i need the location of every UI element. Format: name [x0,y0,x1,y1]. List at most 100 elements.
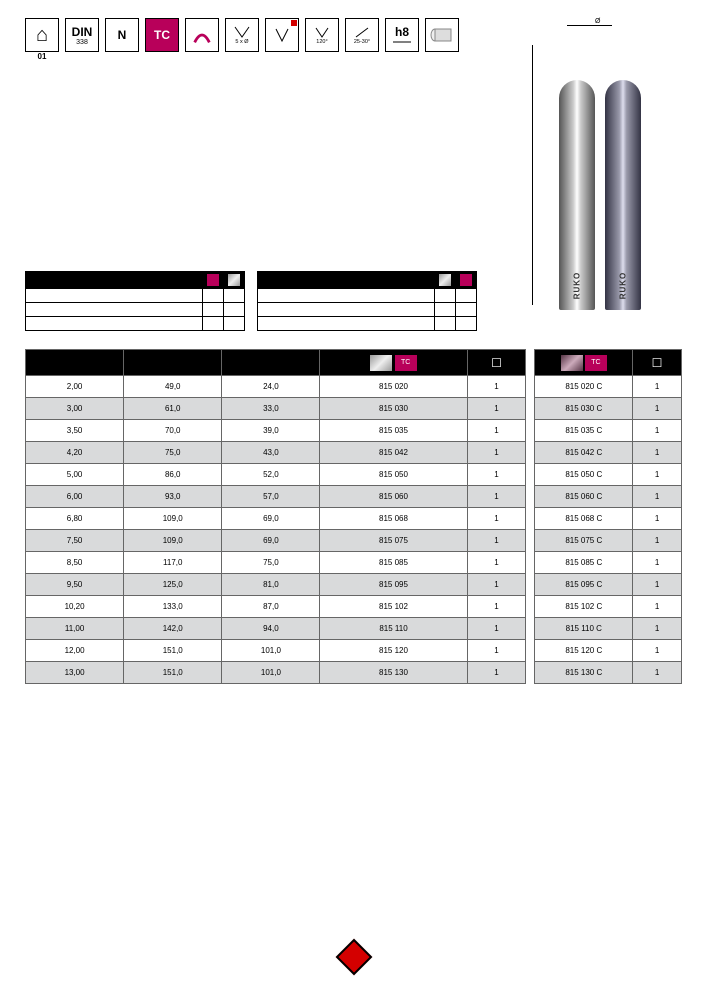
cell-l2: 87,0 [222,596,320,618]
cell-l2: 101,0 [222,662,320,684]
cell-artc: 815 102 C [535,596,633,618]
cell-art: 815 110 [320,618,467,640]
package-icon-right [652,360,663,369]
cell-pk: 1 [467,420,526,442]
cell-artc: 815 060 C [535,486,633,508]
cell-l1: 93,0 [124,486,222,508]
coolant-icon [265,18,299,52]
cell-l2: 57,0 [222,486,320,508]
cell-art: 815 085 [320,552,467,574]
cell-pk: 1 [467,486,526,508]
cell-artc: 815 042 C [535,442,633,464]
cell-l2: 33,0 [222,398,320,420]
table-row: 815 075 C1 [535,530,682,552]
cell-artc: 815 085 C [535,552,633,574]
desc-table-left [25,271,245,331]
cell-l1: 133,0 [124,596,222,618]
cell-pkc: 1 [633,376,682,398]
cell-l1: 117,0 [124,552,222,574]
cell-l1: 49,0 [124,376,222,398]
cell-pkc: 1 [633,398,682,420]
table-row: 815 050 C1 [535,464,682,486]
cell-pkc: 1 [633,596,682,618]
depth-icon: 5 x Ø [225,18,259,52]
cell-pk: 1 [467,376,526,398]
cell-artc: 815 120 C [535,640,633,662]
table-row: 10,20133,087,0815 1021 [26,596,526,618]
cell-l1: 70,0 [124,420,222,442]
table-row: 3,0061,033,0815 0301 [26,398,526,420]
material-icon: TC [145,18,179,52]
brand-logo-icon [335,939,372,976]
table-row: 13,00151,0101,0815 1301 [26,662,526,684]
product-image: Ø [527,20,672,310]
table-row: 9,50125,081,0815 0951 [26,574,526,596]
finish-coated-swatch [561,355,583,371]
desc-table-right [257,271,477,331]
cell-pkc: 1 [633,662,682,684]
cell-l2: 101,0 [222,640,320,662]
product-type-icon: ⌂ [25,18,59,52]
table-row: 815 020 C1 [535,376,682,398]
cell-l1: 151,0 [124,640,222,662]
cell-l1: 125,0 [124,574,222,596]
cell-artc: 815 068 C [535,508,633,530]
product-number: 01 [25,52,59,61]
cell-d: 6,80 [26,508,124,530]
cell-artc: 815 020 C [535,376,633,398]
cell-art: 815 095 [320,574,467,596]
table-row: 5,0086,052,0815 0501 [26,464,526,486]
cell-art: 815 030 [320,398,467,420]
cell-l1: 61,0 [124,398,222,420]
cell-pkc: 1 [633,618,682,640]
table-row: 6,80109,069,0815 0681 [26,508,526,530]
cell-l2: 81,0 [222,574,320,596]
cell-pkc: 1 [633,442,682,464]
cell-art: 815 050 [320,464,467,486]
cell-l2: 69,0 [222,508,320,530]
table-row: 815 042 C1 [535,442,682,464]
cell-artc: 815 075 C [535,530,633,552]
cell-art: 815 102 [320,596,467,618]
cell-d: 12,00 [26,640,124,662]
cell-l1: 75,0 [124,442,222,464]
cell-art: 815 020 [320,376,467,398]
table-row: 815 102 C1 [535,596,682,618]
point-angle-icon: 120° [305,18,339,52]
finish-grey-swatch [370,355,392,371]
cell-pk: 1 [467,552,526,574]
cell-d: 8,50 [26,552,124,574]
cell-pk: 1 [467,596,526,618]
cell-l2: 69,0 [222,530,320,552]
tolerance-icon: h8 [385,18,419,52]
main-table-right: TC 815 020 C1815 030 C1815 035 C1815 042… [534,349,682,684]
cell-pk: 1 [467,574,526,596]
helix-angle-icon: 25-30° [345,18,379,52]
cell-pkc: 1 [633,552,682,574]
cell-d: 13,00 [26,662,124,684]
cell-pk: 1 [467,530,526,552]
cell-d: 4,20 [26,442,124,464]
cell-l2: 39,0 [222,420,320,442]
table-row: 815 060 C1 [535,486,682,508]
cell-d: 9,50 [26,574,124,596]
cell-pk: 1 [467,442,526,464]
cell-art: 815 130 [320,662,467,684]
drill-bit-coated [605,80,641,310]
table-row: 4,2075,043,0815 0421 [26,442,526,464]
cell-pk: 1 [467,398,526,420]
table-row: 815 095 C1 [535,574,682,596]
cell-artc: 815 050 C [535,464,633,486]
cell-pkc: 1 [633,464,682,486]
drill-bit-uncoated [559,80,595,310]
cell-d: 6,00 [26,486,124,508]
table-row: 6,0093,057,0815 0601 [26,486,526,508]
table-row: 815 030 C1 [535,398,682,420]
cell-d: 3,50 [26,420,124,442]
cell-art: 815 120 [320,640,467,662]
cell-pk: 1 [467,508,526,530]
cell-d: 10,20 [26,596,124,618]
cell-pk: 1 [467,662,526,684]
cell-art: 815 068 [320,508,467,530]
cell-l1: 109,0 [124,530,222,552]
